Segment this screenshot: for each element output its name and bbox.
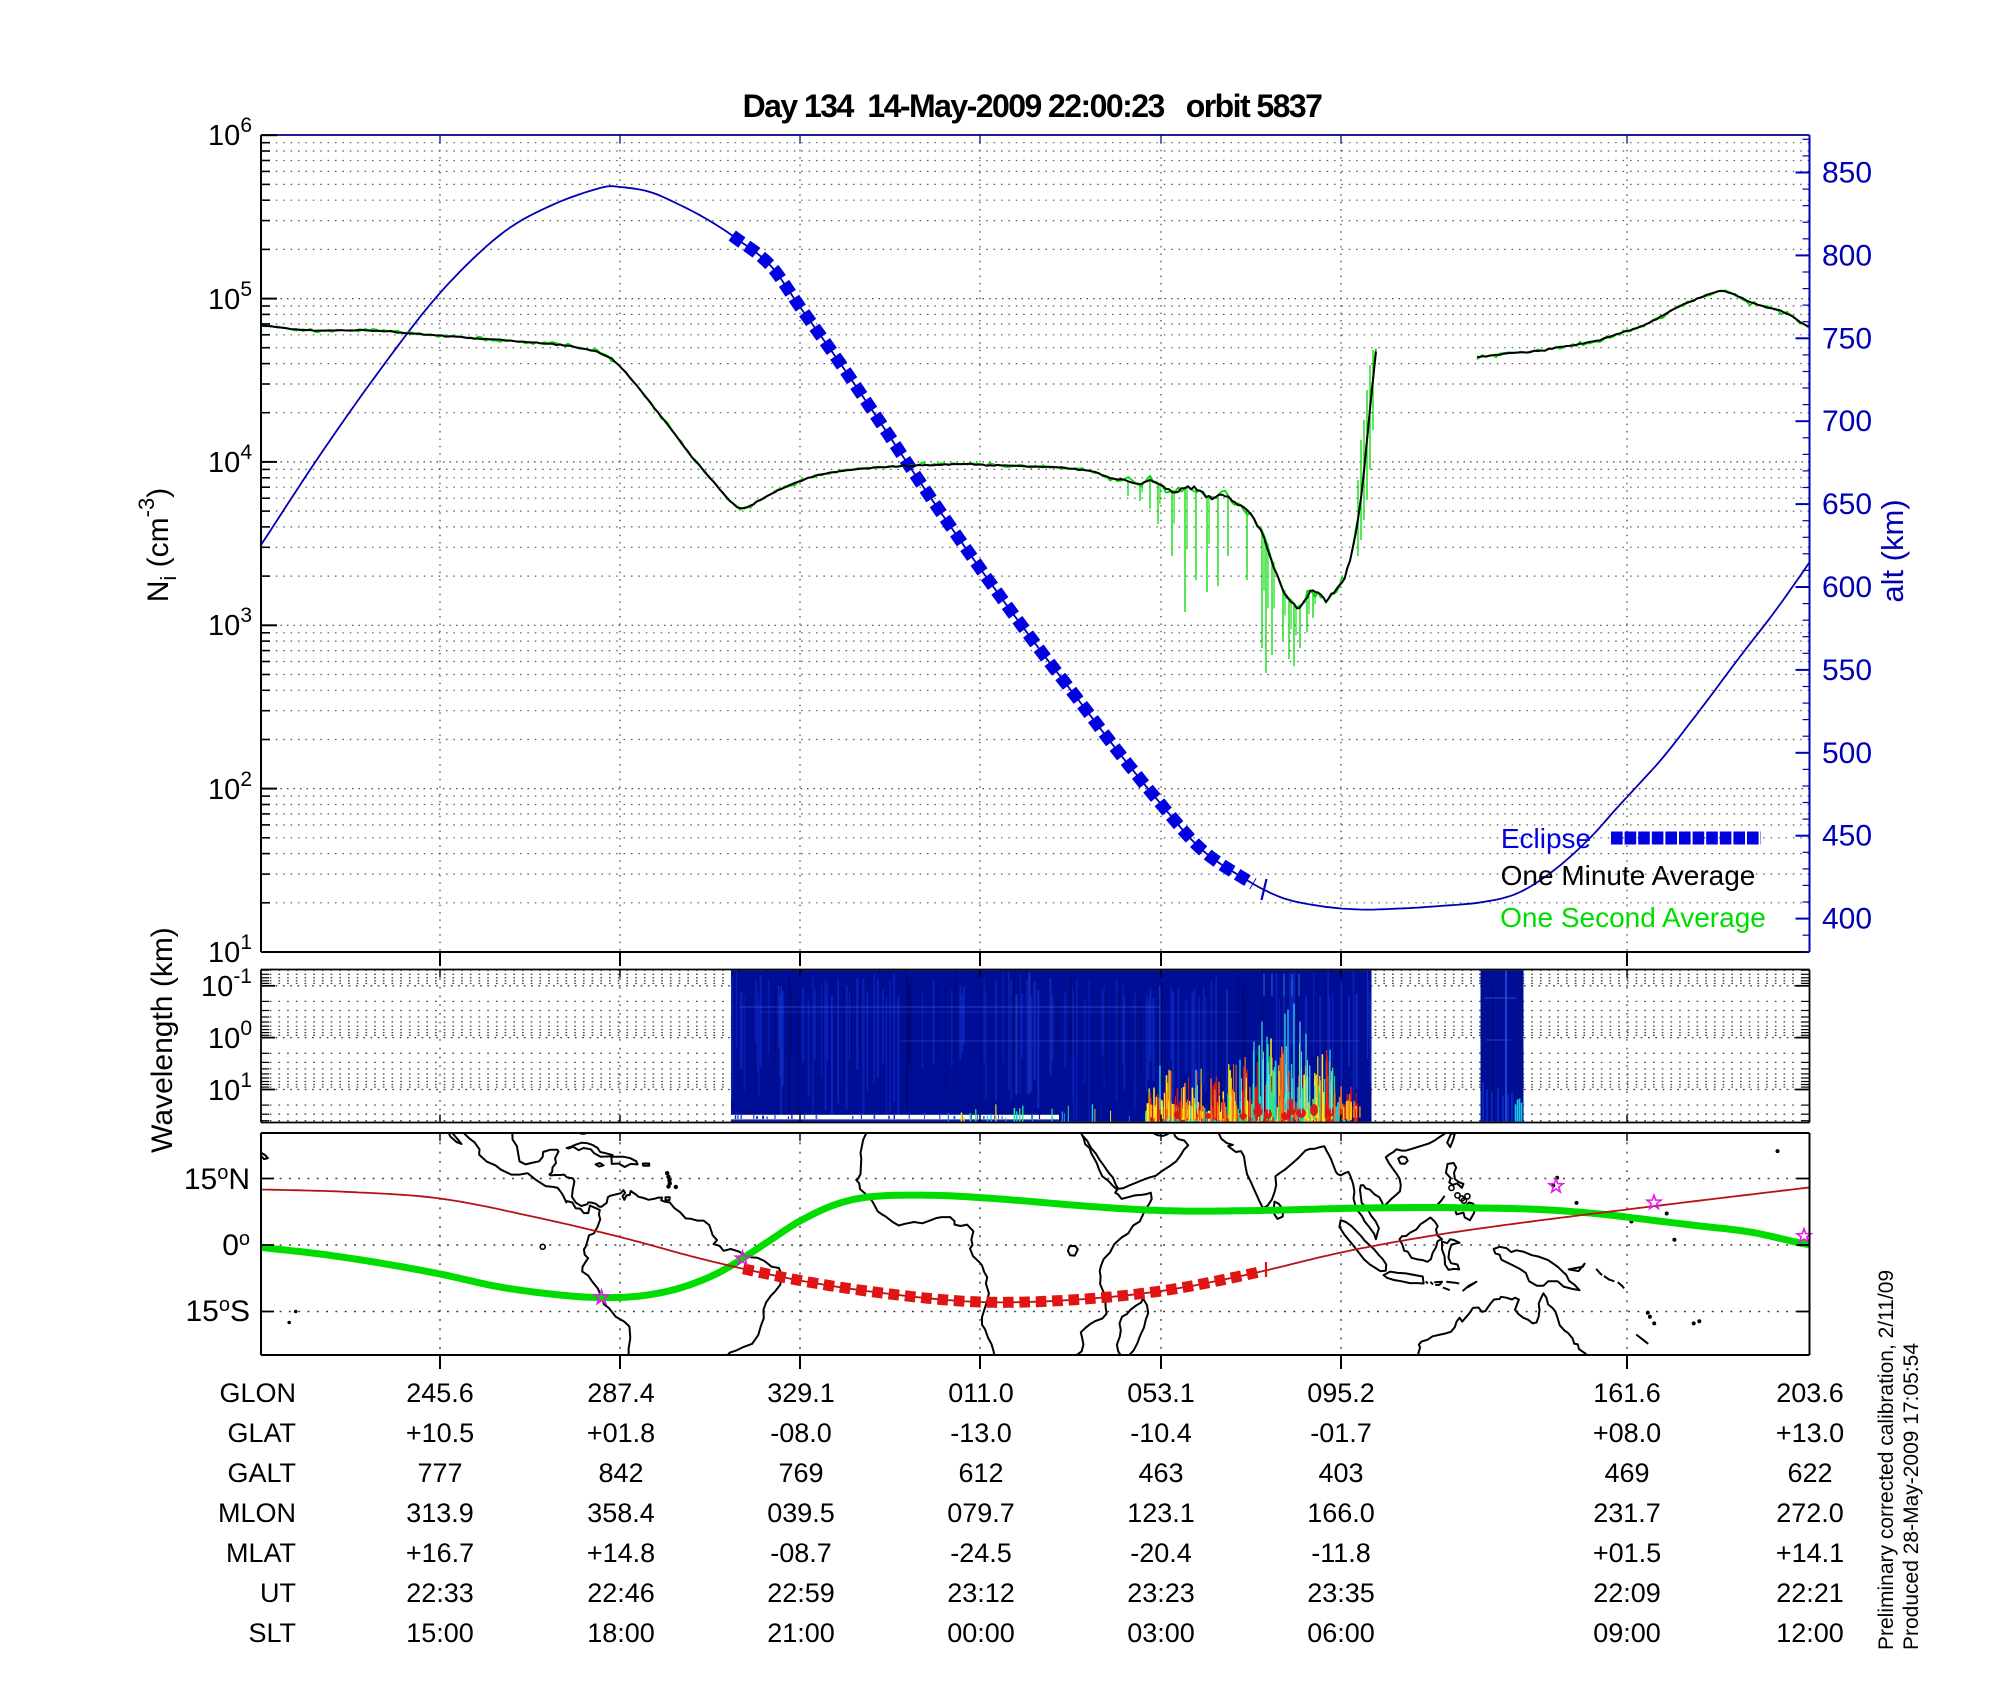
svg-text:104: 104: [208, 441, 252, 479]
svg-text:-13.0: -13.0: [950, 1418, 1012, 1448]
svg-text:22:21: 22:21: [1776, 1578, 1844, 1608]
svg-text:011.0: 011.0: [948, 1378, 1014, 1408]
svg-text:313.9: 313.9: [406, 1498, 474, 1528]
svg-text:450: 450: [1822, 820, 1872, 853]
svg-text:23:35: 23:35: [1307, 1578, 1375, 1608]
svg-text:469: 469: [1604, 1458, 1649, 1488]
svg-text:700: 700: [1822, 405, 1872, 438]
svg-text:842: 842: [598, 1458, 643, 1488]
svg-text:+13.0: +13.0: [1776, 1418, 1844, 1448]
svg-text:-08.7: -08.7: [770, 1538, 832, 1568]
svg-text:400: 400: [1822, 903, 1872, 936]
svg-text:22:09: 22:09: [1593, 1578, 1661, 1608]
svg-text:MLON: MLON: [218, 1498, 296, 1528]
svg-text:03:00: 03:00: [1127, 1618, 1195, 1648]
svg-text:-11.8: -11.8: [1311, 1538, 1371, 1568]
svg-text:500: 500: [1822, 737, 1872, 770]
svg-text:+10.5: +10.5: [406, 1418, 474, 1448]
svg-text:+01.8: +01.8: [587, 1418, 655, 1448]
svg-text:-24.5: -24.5: [950, 1538, 1012, 1568]
svg-text:15oS: 15oS: [185, 1294, 250, 1328]
svg-text:Eclipse: Eclipse: [1501, 823, 1591, 854]
svg-text:06:00: 06:00: [1307, 1618, 1375, 1648]
svg-text:15oN: 15oN: [184, 1162, 250, 1196]
svg-text:22:46: 22:46: [587, 1578, 655, 1608]
svg-text:463: 463: [1138, 1458, 1183, 1488]
svg-text:GLAT: GLAT: [227, 1418, 296, 1448]
svg-text:15:00: 15:00: [406, 1618, 474, 1648]
svg-text:850: 850: [1822, 157, 1872, 190]
svg-text:Day 134 14-May-2009 22:00:23: Day 134 14-May-2009 22:00:23 orbit 5837: [743, 88, 1323, 124]
svg-text:403: 403: [1318, 1458, 1363, 1488]
svg-text:800: 800: [1822, 239, 1872, 272]
svg-text:23:12: 23:12: [947, 1578, 1015, 1608]
svg-text:SLT: SLT: [248, 1618, 296, 1648]
svg-text:095.2: 095.2: [1307, 1378, 1375, 1408]
svg-text:GLON: GLON: [219, 1378, 296, 1408]
svg-text:00:00: 00:00: [947, 1618, 1015, 1648]
svg-text:+08.0: +08.0: [1593, 1418, 1661, 1448]
svg-text:161.6: 161.6: [1593, 1378, 1661, 1408]
svg-text:750: 750: [1822, 322, 1872, 355]
svg-text:21:00: 21:00: [767, 1618, 835, 1648]
svg-text:One Second Average: One Second Average: [1500, 902, 1766, 933]
svg-text:12:00: 12:00: [1776, 1618, 1844, 1648]
svg-text:+01.5: +01.5: [1593, 1538, 1661, 1568]
svg-text:245.6: 245.6: [406, 1378, 474, 1408]
svg-text:-01.7: -01.7: [1310, 1418, 1372, 1448]
svg-text:23:23: 23:23: [1127, 1578, 1195, 1608]
svg-text:Wavelength (km): Wavelength (km): [146, 927, 179, 1153]
svg-text:alt (km): alt (km): [1875, 499, 1910, 602]
svg-text:650: 650: [1822, 488, 1872, 521]
svg-text:22:59: 22:59: [767, 1578, 835, 1608]
svg-text:-20.4: -20.4: [1130, 1538, 1192, 1568]
svg-text:GALT: GALT: [227, 1458, 296, 1488]
svg-text:600: 600: [1822, 571, 1872, 604]
svg-text:777: 777: [417, 1458, 462, 1488]
svg-text:+16.7: +16.7: [406, 1538, 474, 1568]
svg-text:Preliminary corrected calibrat: Preliminary corrected calibration, 2/11/…: [1875, 1270, 1898, 1650]
svg-text:272.0: 272.0: [1776, 1498, 1844, 1528]
svg-text:-08.0: -08.0: [770, 1418, 832, 1448]
svg-text:203.6: 203.6: [1776, 1378, 1844, 1408]
svg-text:358.4: 358.4: [587, 1498, 655, 1528]
svg-text:MLAT: MLAT: [226, 1538, 296, 1568]
svg-text:287.4: 287.4: [587, 1378, 655, 1408]
svg-text:22:33: 22:33: [406, 1578, 474, 1608]
svg-text:612: 612: [958, 1458, 1003, 1488]
svg-text:-10.4: -10.4: [1130, 1418, 1192, 1448]
svg-text:09:00: 09:00: [1593, 1618, 1661, 1648]
svg-text:+14.1: +14.1: [1776, 1538, 1844, 1568]
svg-text:123.1: 123.1: [1127, 1498, 1195, 1528]
svg-text:+14.8: +14.8: [587, 1538, 655, 1568]
svg-text:166.0: 166.0: [1307, 1498, 1375, 1528]
svg-text:079.7: 079.7: [947, 1498, 1015, 1528]
svg-text:One Minute Average: One Minute Average: [1501, 860, 1756, 891]
svg-text:550: 550: [1822, 654, 1872, 687]
svg-text:622: 622: [1787, 1458, 1832, 1488]
svg-text:Produced 28-May-2009 17:05:54: Produced 28-May-2009 17:05:54: [1900, 1343, 1923, 1650]
svg-text:UT: UT: [260, 1578, 296, 1608]
svg-text:769: 769: [778, 1458, 823, 1488]
svg-text:18:00: 18:00: [587, 1618, 655, 1648]
svg-text:231.7: 231.7: [1593, 1498, 1661, 1528]
svg-text:053.1: 053.1: [1127, 1378, 1195, 1408]
svg-text:329.1: 329.1: [767, 1378, 835, 1408]
svg-text:039.5: 039.5: [767, 1498, 835, 1528]
